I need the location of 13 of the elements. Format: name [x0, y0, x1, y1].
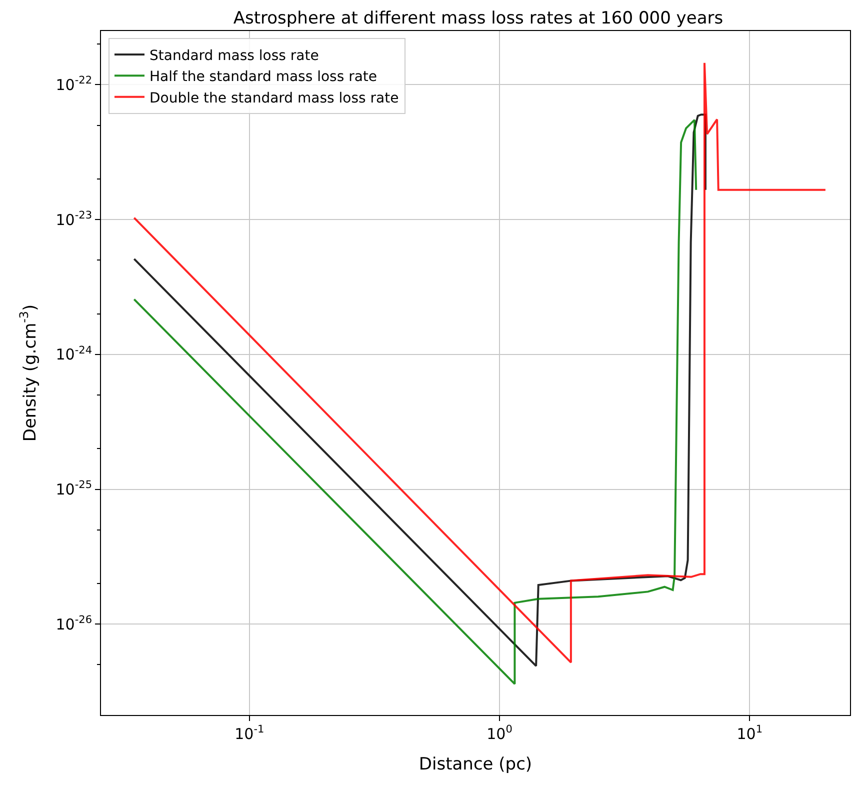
chart-title: Astrosphere at different mass loss rates at 160 000 years: [233, 8, 724, 29]
y-tick-label: 10$^{-22}$: [56, 74, 92, 94]
y-tick-label: 10$^{-24}$: [56, 344, 92, 364]
legend-label: Double the standard mass loss rate: [149, 90, 399, 106]
legend-label: Half the standard mass loss rate: [149, 69, 378, 86]
y-tick-label: 10$^{-26}$: [56, 614, 92, 634]
legend-label: Standard mass loss rate: [149, 48, 319, 64]
y-tick-label: 10$^{-25}$: [56, 479, 92, 499]
y-tick-label: 10$^{-23}$: [56, 209, 92, 229]
x-axis-title: Distance (pc): [418, 754, 532, 774]
x-tick-label: 10$^{-1}$: [234, 724, 264, 743]
x-tick-label: 10$^{0}$: [486, 724, 512, 743]
x-tick-label: 10$^{1}$: [736, 724, 762, 743]
